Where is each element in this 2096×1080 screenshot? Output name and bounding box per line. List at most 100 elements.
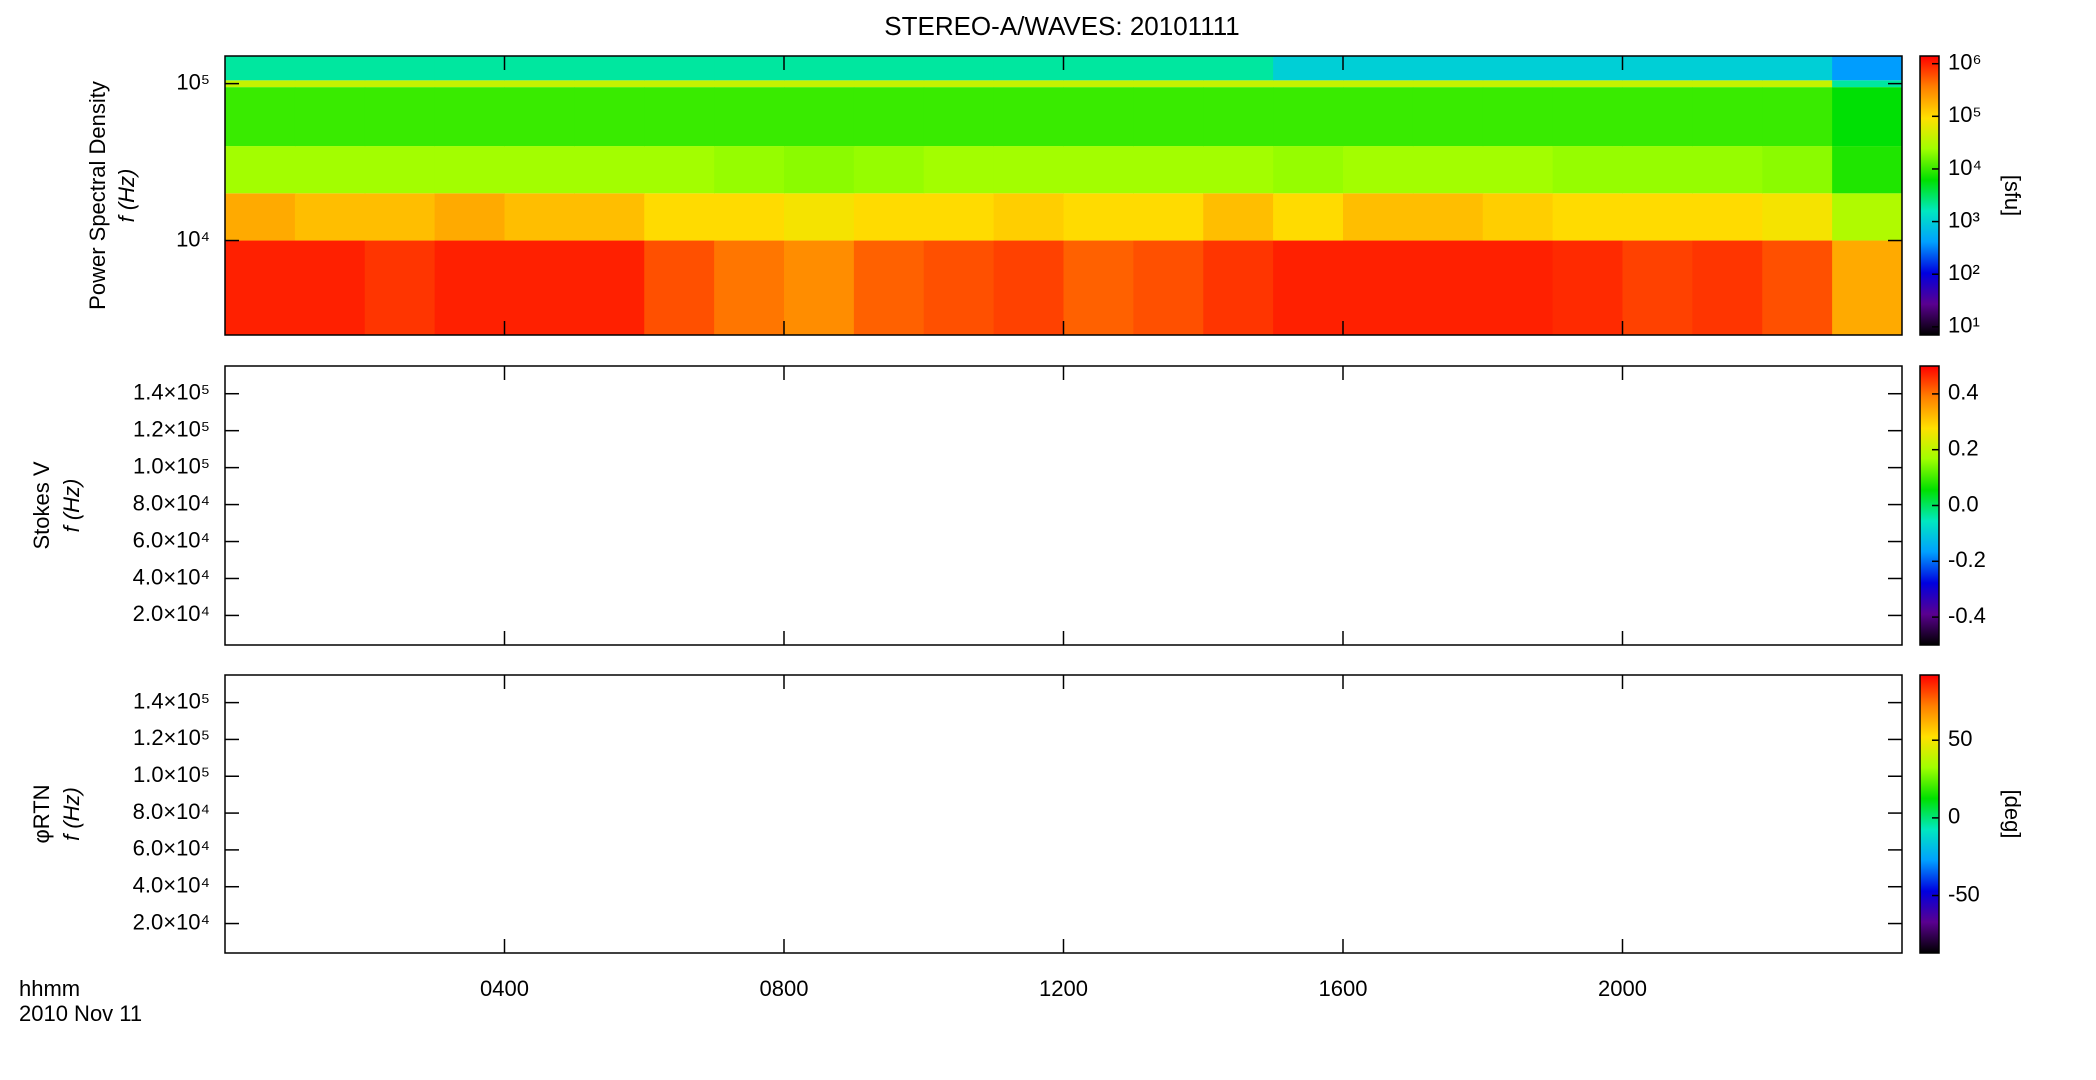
heatmap-cell <box>1692 240 1763 335</box>
heatmap-cell <box>1482 240 1554 335</box>
y-tick-label: 10⁴ <box>176 226 210 251</box>
heatmap-cell <box>1552 193 1623 241</box>
plot-frame <box>224 674 1903 954</box>
heatmap-cell <box>1273 240 1344 335</box>
y-tick-label: 2.0×10⁴ <box>133 909 210 934</box>
heatmap-cell <box>1063 146 1134 194</box>
heatmap-cell <box>1273 87 1344 147</box>
heatmap-cell <box>1133 87 1204 147</box>
heatmap-cell <box>1692 80 1763 88</box>
heatmap-cell <box>1133 146 1204 194</box>
y-tick-label: 1.4×10⁵ <box>133 688 210 713</box>
y-axis-label: Power Spectral Density <box>85 81 110 310</box>
heatmap-cell <box>1063 240 1134 335</box>
heatmap-cell <box>1273 146 1344 194</box>
heatmap-cell <box>1343 240 1414 335</box>
y-tick-label: 1.4×10⁵ <box>133 380 210 405</box>
heatmap-cell <box>1762 56 1833 81</box>
heatmap-cell <box>1412 146 1484 194</box>
colorbar <box>1919 674 1940 954</box>
heatmap-cell <box>434 80 505 88</box>
y-axis-label: f (Hz) <box>59 787 84 841</box>
heatmap-cell <box>1692 146 1763 194</box>
heatmap-cell <box>1412 193 1484 241</box>
heatmap-cell <box>1343 193 1414 241</box>
heatmap-cell <box>294 193 366 241</box>
heatmap-cell <box>1343 80 1414 88</box>
heatmap-cell <box>1762 80 1833 88</box>
heatmap-cell <box>644 193 715 241</box>
heatmap-cell <box>1482 87 1554 147</box>
heatmap-cell <box>364 56 436 81</box>
heatmap-cell <box>644 80 715 88</box>
heatmap-cell <box>364 80 436 88</box>
heatmap-cell <box>714 56 785 81</box>
heatmap-cell <box>644 146 715 194</box>
heatmap-cell <box>574 240 645 335</box>
heatmap-cell <box>853 87 925 147</box>
heatmap-cell <box>1133 240 1204 335</box>
heatmap-cell <box>714 193 785 241</box>
heatmap-cell <box>1622 193 1693 241</box>
heatmap-cell <box>294 146 366 194</box>
heatmap-cell <box>993 240 1064 335</box>
colorbar-tick-label: 0.0 <box>1948 491 1979 516</box>
date-label: 2010 Nov 11 <box>19 1001 142 1026</box>
colorbar-tick-label: 10³ <box>1948 207 1980 232</box>
x-tick-label: 2000 <box>1598 976 1647 1001</box>
heatmap-cell <box>1552 240 1623 335</box>
colorbar-label: [deg] <box>2000 790 2025 839</box>
y-tick-label: 4.0×10⁴ <box>133 873 210 898</box>
heatmap-cell <box>1622 56 1693 81</box>
colorbar-tick-label: 10⁴ <box>1948 155 1982 180</box>
heatmap-cell <box>993 87 1064 147</box>
heatmap-cell <box>1203 146 1274 194</box>
heatmap-cell <box>1063 80 1134 88</box>
heatmap-cell <box>1482 193 1554 241</box>
heatmap-cell <box>504 56 575 81</box>
x-tick-label: 1200 <box>1039 976 1088 1001</box>
heatmap-cell <box>574 56 645 81</box>
heatmap-cell <box>1063 56 1134 81</box>
heatmap-cell <box>364 87 436 147</box>
y-tick-label: 1.0×10⁵ <box>133 762 210 787</box>
heatmap-cell <box>1412 87 1484 147</box>
heatmap-cell <box>1063 193 1134 241</box>
y-tick-label: 10⁵ <box>176 69 210 94</box>
heatmap-cell <box>784 87 855 147</box>
heatmap-cell <box>1552 146 1623 194</box>
heatmap-cell <box>294 87 366 147</box>
heatmap-cell <box>644 56 715 81</box>
heatmap-cell <box>434 240 505 335</box>
heatmap-cell <box>1203 240 1274 335</box>
heatmap-cell <box>923 146 995 194</box>
colorbar-tick-label: -0.2 <box>1948 547 1986 572</box>
heatmap-cell <box>993 56 1064 81</box>
x-tick-label: 1600 <box>1319 976 1368 1001</box>
heatmap-cell <box>1273 193 1344 241</box>
x-tick-label: 0400 <box>480 976 529 1001</box>
heatmap-cell <box>1692 193 1763 241</box>
y-tick-label: 1.2×10⁵ <box>133 725 210 750</box>
heatmap-cell <box>504 193 575 241</box>
heatmap-cell <box>853 193 925 241</box>
heatmap-cell <box>1343 56 1414 81</box>
colorbar-tick-label: 0.2 <box>1948 436 1979 461</box>
heatmap-cell <box>1762 146 1833 194</box>
heatmap-cell <box>714 240 785 335</box>
heatmap-cell <box>993 193 1064 241</box>
heatmap-cell <box>1692 56 1763 81</box>
colorbar-tick-label: 10⁶ <box>1948 50 1982 75</box>
colorbar-tick-label: -50 <box>1948 881 1980 906</box>
heatmap-cell <box>1203 56 1274 81</box>
heatmap-cell <box>434 193 505 241</box>
heatmap-cell <box>1832 240 1903 335</box>
heatmap-cell <box>1552 80 1623 88</box>
y-tick-label: 1.0×10⁵ <box>133 453 210 478</box>
heatmap-cell <box>1412 80 1484 88</box>
heatmap-cell <box>1482 56 1554 81</box>
heatmap-cell <box>1622 80 1693 88</box>
heatmap-cell <box>714 146 785 194</box>
heatmap-cell <box>294 56 366 81</box>
